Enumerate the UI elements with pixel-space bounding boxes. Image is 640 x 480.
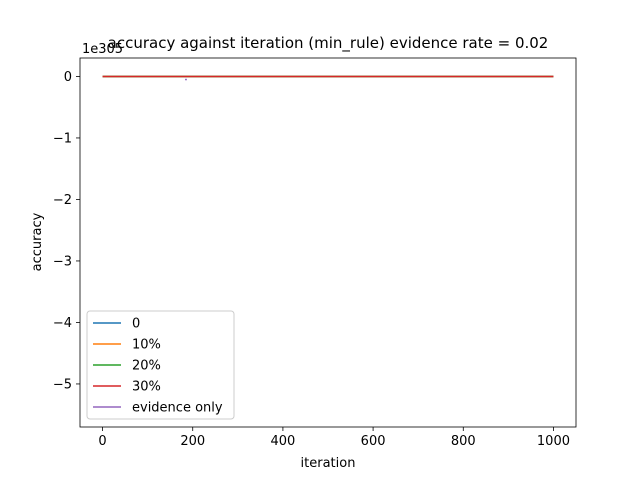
x-tick-label: 1000 xyxy=(537,434,570,449)
legend-label: 20% xyxy=(132,359,161,374)
y-tick-label: 0 xyxy=(64,70,72,85)
plot-frame xyxy=(79,57,577,428)
chart-title: accuracy against iteration (min_rule) ev… xyxy=(108,34,549,53)
y-scale-offset: 1e305 xyxy=(82,42,123,57)
x-tick-label: 400 xyxy=(270,434,295,449)
x-tick-label: 600 xyxy=(361,434,386,449)
y-axis: 0 −1 −2 −3 −4 −5 xyxy=(53,70,80,392)
x-tick-label: 200 xyxy=(180,434,205,449)
legend-label: 10% xyxy=(132,338,161,353)
x-axis: 0 200 400 600 800 1000 xyxy=(98,427,570,449)
y-tick-label: −1 xyxy=(53,131,72,146)
x-axis-label: iteration xyxy=(301,456,356,471)
legend-box xyxy=(86,310,235,420)
x-tick-label: 0 xyxy=(98,434,106,449)
series-layer xyxy=(102,75,554,81)
legend-label: evidence only xyxy=(132,401,223,416)
legend: 0 10% 20% 30% evidence only xyxy=(86,310,235,420)
x-tick-label: 800 xyxy=(451,434,476,449)
y-tick-label: −4 xyxy=(53,316,72,331)
y-axis-label: accuracy xyxy=(30,212,45,271)
legend-label: 0 xyxy=(132,317,140,332)
y-tick-label: −2 xyxy=(53,193,72,208)
y-tick-label: −5 xyxy=(53,377,72,392)
y-tick-label: −3 xyxy=(53,254,72,269)
legend-label: 30% xyxy=(132,380,161,395)
